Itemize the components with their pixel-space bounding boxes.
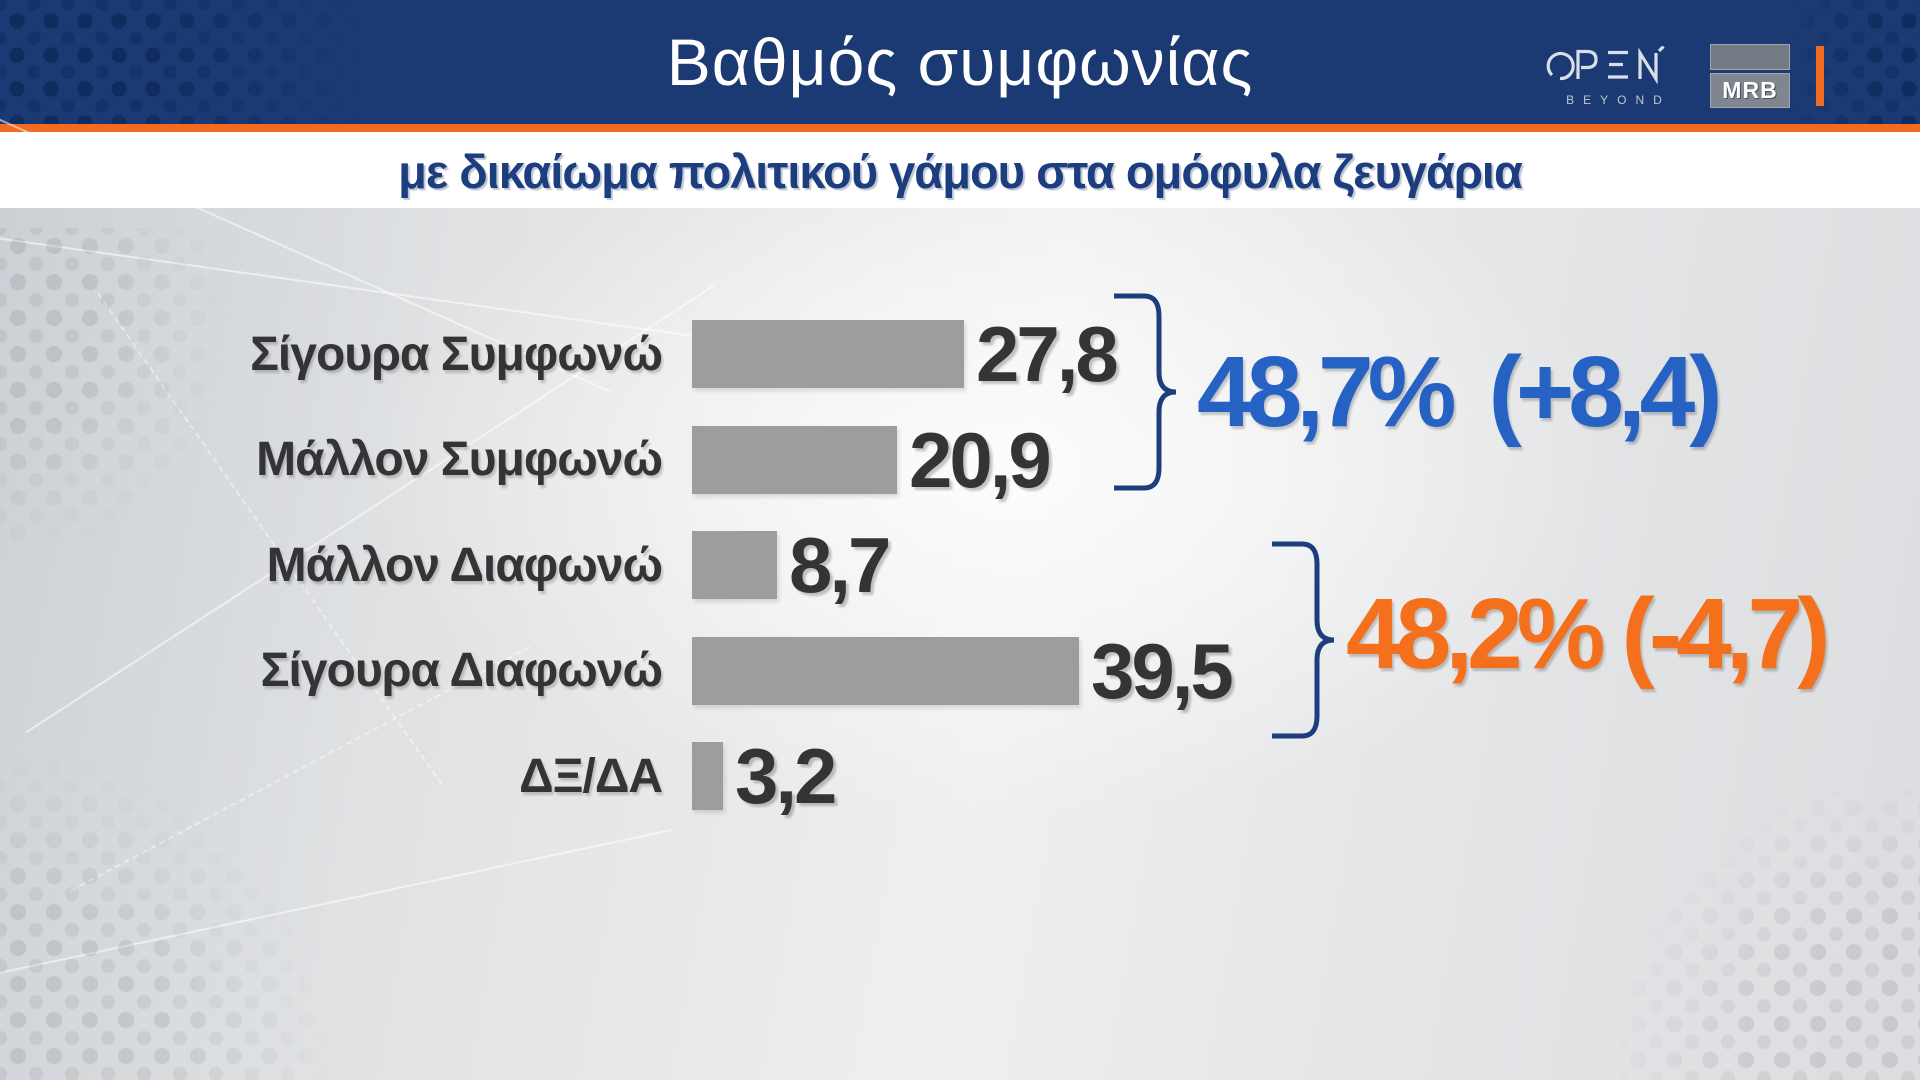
bar-row: Μάλλον Συμφωνώ 20,9 xyxy=(0,407,1400,513)
open-logo-icon xyxy=(1546,45,1665,85)
bar-label: ΔΞ/ΔΑ xyxy=(519,749,663,803)
bar-label: Σίγουρα Διαφωνώ xyxy=(260,644,663,697)
bar-value: 39,5 xyxy=(1091,626,1234,715)
bar-row: ΔΞ/ΔΑ 3,2 xyxy=(0,723,1400,829)
open-beyond-logo: BEYOND xyxy=(1544,45,1684,107)
agree-bracket xyxy=(1114,293,1177,491)
disagree-total-value: 48,2% xyxy=(1346,578,1606,690)
bar-row: Σίγουρα Διαφωνώ 39,5 xyxy=(0,618,1400,724)
orange-divider xyxy=(0,124,1920,132)
bar xyxy=(692,531,777,599)
bar-row: Σίγουρα Συμφωνώ 27,8 xyxy=(0,301,1400,407)
bar-value: 8,7 xyxy=(789,521,891,609)
header-orange-tick xyxy=(1816,46,1824,106)
agree-total-value: 48,7% xyxy=(1197,336,1457,448)
header-bar: Βαθμός συμφωνίας BEYOND MRB xyxy=(0,0,1920,124)
disagree-total-delta: (-4,7) xyxy=(1621,578,1831,690)
bar-value: 20,9 xyxy=(909,415,1052,504)
bar xyxy=(692,425,897,494)
bar-label: Σίγουρα Συμφωνώ xyxy=(250,327,663,381)
page-title: Βαθμός συμφωνίας xyxy=(666,25,1254,99)
dot-texture-bottom-right xyxy=(1620,790,1920,1080)
bar xyxy=(692,742,723,810)
chart-area: Σίγουρα Συμφωνώ 27,8 Μάλλον Συμφωνώ 20,9 Μάλ… xyxy=(0,105,1920,1080)
agree-total-delta: (+8,4) xyxy=(1488,336,1723,448)
mrb-logo-label: MRB xyxy=(1710,73,1790,108)
bar xyxy=(692,636,1079,705)
open-logo-beyond-text: BEYOND xyxy=(1566,93,1671,107)
mrb-logo: MRB xyxy=(1710,44,1790,108)
subtitle-band: με δικαίωμα πολιτικού γάμου στα ομόφυλα … xyxy=(0,132,1920,208)
disagree-total: 48,2% (-4,7) xyxy=(1346,584,1830,684)
bar-value: 27,8 xyxy=(976,310,1119,398)
bar-value: 3,2 xyxy=(735,732,837,820)
bar-label: Μάλλον Διαφωνώ xyxy=(266,538,663,592)
bar-row: Μάλλον Διαφωνώ 8,7 xyxy=(0,512,1400,618)
mrb-logo-top-block xyxy=(1710,44,1790,70)
disagree-bracket xyxy=(1272,541,1335,739)
agree-total: 48,7% (+8,4) xyxy=(1197,342,1723,442)
bar xyxy=(692,320,964,388)
texture-line xyxy=(0,829,672,989)
chart-subtitle: με δικαίωμα πολιτικού γάμου στα ομόφυλα … xyxy=(398,145,1523,198)
bar-label: Μάλλον Συμφωνώ xyxy=(256,433,663,486)
